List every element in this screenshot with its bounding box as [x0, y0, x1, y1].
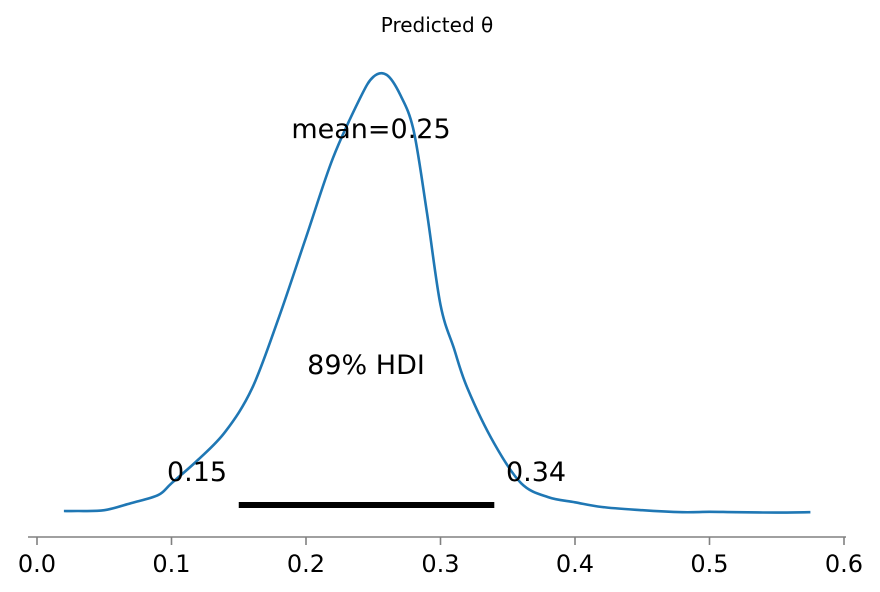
x-tick-label: 0.2: [287, 550, 325, 578]
plot-area: [63, 71, 811, 514]
density-line-0: [63, 71, 811, 514]
hdi-label: 89% HDI: [307, 350, 425, 381]
x-tick-label: 0.0: [18, 550, 56, 578]
x-tick-label: 0.3: [421, 550, 459, 578]
mean-label: mean=0.25: [291, 114, 450, 145]
x-axis-ticks: 0.0 0.1 0.2 0.3 0.4 0.5 0.6: [18, 537, 863, 578]
hdi-high-label: 0.34: [506, 457, 566, 488]
x-tick-label: 0.4: [556, 550, 594, 578]
hdi-low-label: 0.15: [167, 457, 227, 488]
x-tick-label: 0.5: [690, 550, 728, 578]
chart-title: Predicted θ: [381, 13, 493, 37]
x-tick-label: 0.6: [825, 550, 863, 578]
x-tick-label: 0.1: [152, 550, 190, 578]
